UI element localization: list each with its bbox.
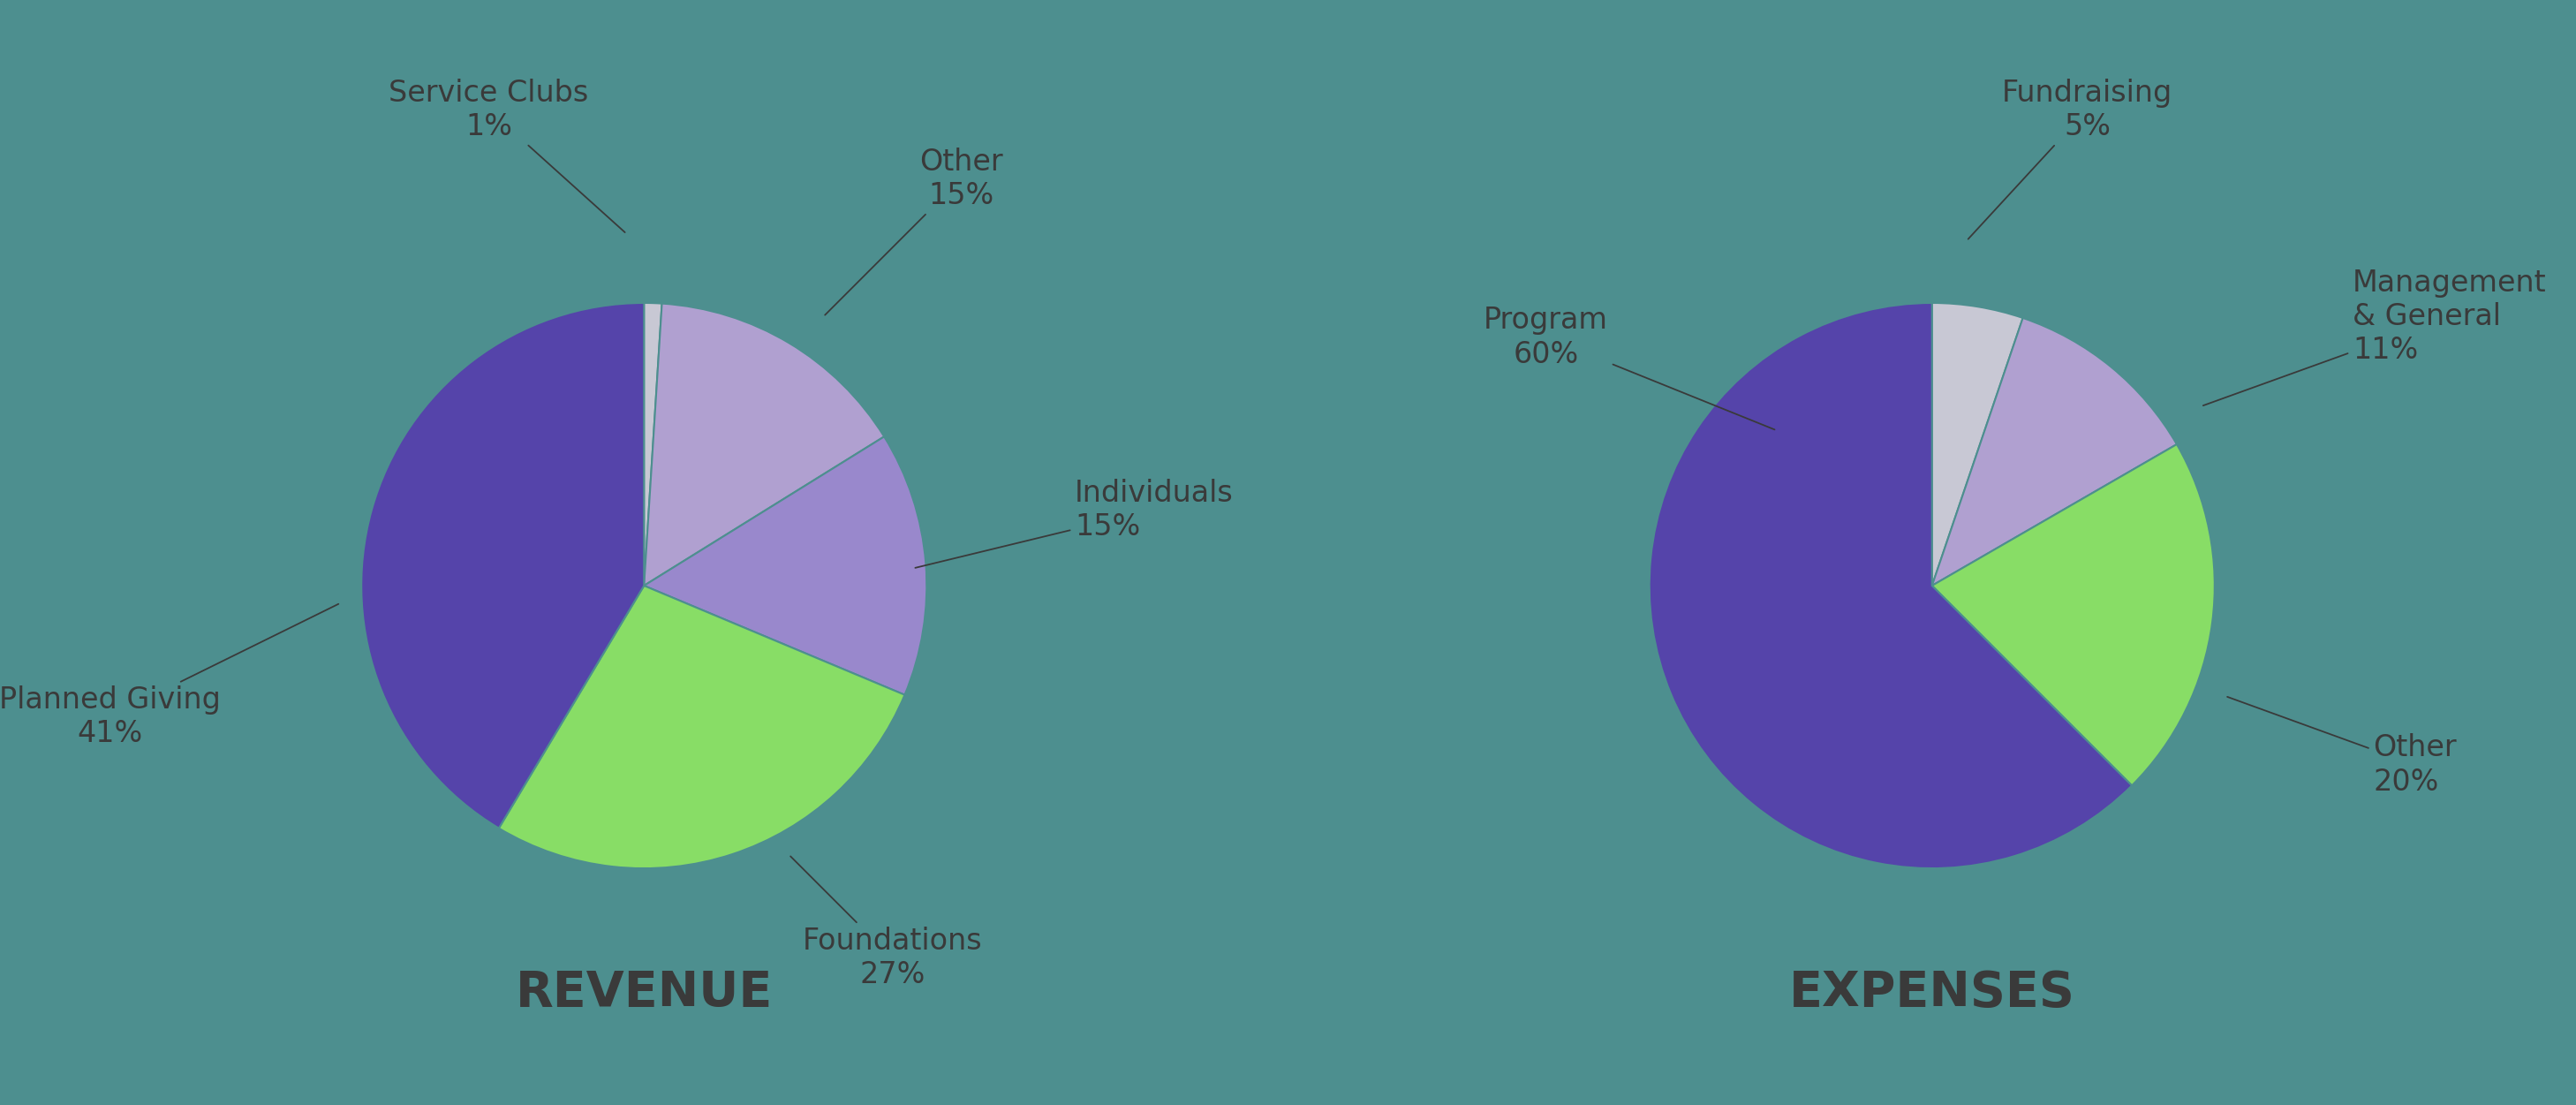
Text: Planned Giving
41%: Planned Giving 41%	[0, 604, 337, 748]
Text: Foundations
27%: Foundations 27%	[791, 856, 981, 989]
Wedge shape	[644, 436, 927, 695]
Wedge shape	[1932, 303, 2022, 586]
Wedge shape	[500, 586, 904, 869]
Text: Other
20%: Other 20%	[2228, 697, 2458, 797]
Text: Other
15%: Other 15%	[824, 147, 1002, 315]
Text: Service Clubs
1%: Service Clubs 1%	[389, 78, 626, 232]
Wedge shape	[644, 304, 884, 586]
Text: Fundraising
5%: Fundraising 5%	[1968, 78, 2172, 239]
Text: Program
60%: Program 60%	[1484, 306, 1775, 430]
Wedge shape	[644, 303, 662, 586]
Wedge shape	[361, 303, 644, 829]
Wedge shape	[1932, 318, 2177, 586]
Wedge shape	[1932, 444, 2215, 786]
Text: EXPENSES: EXPENSES	[1788, 969, 2076, 1017]
Text: Management
& General
11%: Management & General 11%	[2202, 269, 2548, 406]
Text: Individuals
15%: Individuals 15%	[914, 478, 1234, 568]
Text: REVENUE: REVENUE	[515, 969, 773, 1017]
Wedge shape	[1649, 303, 2133, 869]
